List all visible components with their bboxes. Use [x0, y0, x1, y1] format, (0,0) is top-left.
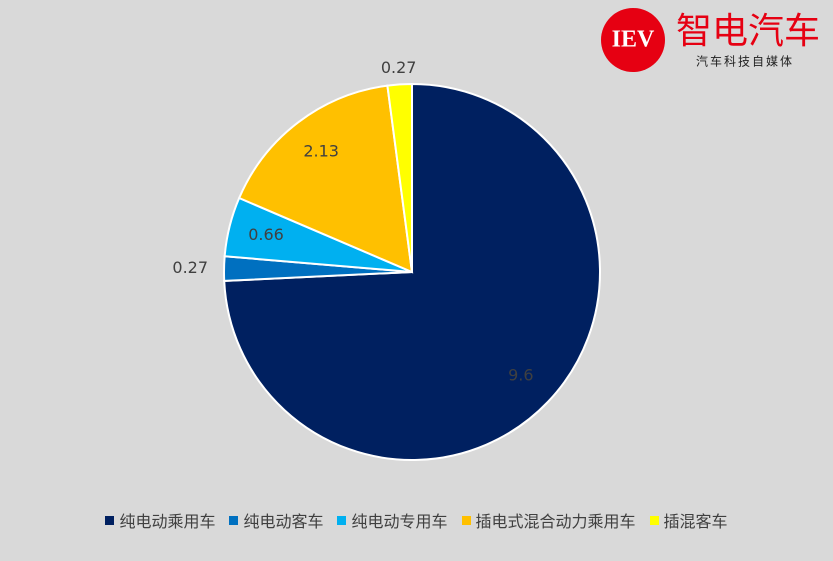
legend-item: 插混客车 — [649, 508, 728, 532]
legend: 纯电动乘用车 纯电动客车 纯电动专用车 插电式混合动力乘用车 插混客车 — [0, 508, 833, 532]
data-label: 2.13 — [303, 142, 339, 161]
data-label: 0.27 — [381, 58, 417, 77]
legend-label: 纯电动乘用车 — [119, 512, 216, 531]
legend-label: 插电式混合动力乘用车 — [475, 512, 636, 531]
legend-label: 纯电动客车 — [243, 512, 324, 531]
legend-swatch — [337, 515, 347, 525]
logo-tagline: 汽车科技自媒体 — [696, 54, 794, 69]
data-label: 9.6 — [508, 365, 533, 384]
legend-label: 纯电动专用车 — [351, 512, 448, 531]
legend-swatch — [229, 515, 239, 525]
pie-slice — [237, 84, 414, 274]
logo-badge: IEV — [612, 27, 655, 53]
legend-label: 插混客车 — [663, 512, 728, 531]
legend-swatch — [461, 515, 471, 525]
legend-swatch — [105, 515, 115, 525]
data-label: 0.66 — [248, 225, 284, 244]
legend-item: 插电式混合动力乘用车 — [461, 508, 636, 532]
legend-item: 纯电动客车 — [229, 508, 323, 532]
logo-name: 智电汽车 — [676, 11, 820, 52]
legend-item: 纯电动专用车 — [337, 508, 448, 532]
logo-badge-circle — [601, 8, 665, 72]
legend-swatch — [649, 515, 659, 525]
legend-item: 纯电动乘用车 — [105, 508, 215, 532]
pie-slice — [386, 82, 413, 273]
data-label: 0.27 — [172, 258, 208, 277]
